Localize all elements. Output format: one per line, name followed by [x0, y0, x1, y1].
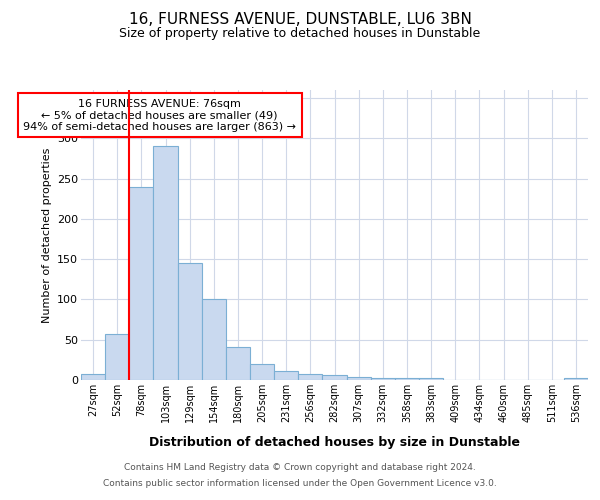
Bar	[202, 300, 226, 380]
Bar	[154, 146, 178, 380]
Bar	[129, 186, 154, 380]
X-axis label: Distribution of detached houses by size in Dunstable: Distribution of detached houses by size …	[149, 436, 520, 449]
Text: Contains HM Land Registry data © Crown copyright and database right 2024.: Contains HM Land Registry data © Crown c…	[124, 464, 476, 472]
Bar	[395, 378, 419, 380]
Bar	[105, 334, 129, 380]
Bar	[564, 378, 588, 380]
Text: 16 FURNESS AVENUE: 76sqm
← 5% of detached houses are smaller (49)
94% of semi-de: 16 FURNESS AVENUE: 76sqm ← 5% of detache…	[23, 98, 296, 132]
Bar	[226, 347, 250, 380]
Bar	[274, 371, 298, 380]
Text: Contains public sector information licensed under the Open Government Licence v3: Contains public sector information licen…	[103, 478, 497, 488]
Text: 16, FURNESS AVENUE, DUNSTABLE, LU6 3BN: 16, FURNESS AVENUE, DUNSTABLE, LU6 3BN	[128, 12, 472, 28]
Bar	[371, 378, 395, 380]
Bar	[250, 364, 274, 380]
Bar	[178, 263, 202, 380]
Bar	[347, 377, 371, 380]
Bar	[81, 374, 105, 380]
Bar	[298, 374, 322, 380]
Bar	[322, 375, 347, 380]
Text: Size of property relative to detached houses in Dunstable: Size of property relative to detached ho…	[119, 28, 481, 40]
Y-axis label: Number of detached properties: Number of detached properties	[41, 148, 52, 322]
Bar	[419, 378, 443, 380]
